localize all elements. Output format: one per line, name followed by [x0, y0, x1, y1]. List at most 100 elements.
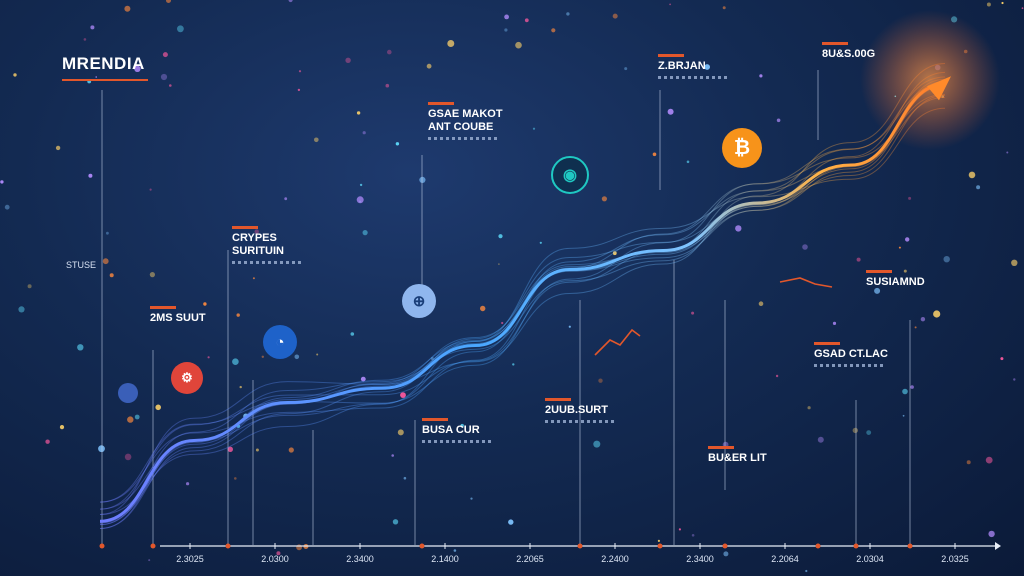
particle — [678, 528, 682, 531]
particle — [504, 28, 508, 32]
particle — [1013, 378, 1016, 381]
annotation-tag — [814, 342, 840, 345]
particle — [55, 145, 61, 151]
annotation-tag — [422, 418, 448, 421]
particle — [498, 263, 500, 265]
particle — [593, 440, 601, 448]
particle — [134, 414, 140, 420]
particle — [551, 28, 556, 33]
wave-strand — [99, 107, 946, 516]
particle — [817, 436, 824, 443]
axis-marker — [815, 543, 821, 549]
particle — [397, 429, 404, 436]
particle — [288, 0, 293, 3]
annotation-gsae: GSAE MAKOT ANT COUBE — [428, 102, 503, 140]
x-tick-label: 2.0304 — [856, 554, 884, 564]
axis-marker — [657, 543, 663, 549]
bitcoin-icon: ₿ — [722, 128, 762, 168]
x-tick-label: 2.3025 — [176, 554, 204, 564]
axis-marker — [99, 543, 105, 549]
particle — [95, 76, 97, 78]
wave-strand — [99, 85, 946, 530]
wave-strand — [99, 71, 946, 524]
particle — [83, 38, 87, 41]
particle — [400, 392, 406, 398]
x-tick-label: 2.0300 — [261, 554, 289, 564]
particle — [723, 551, 729, 557]
particle — [403, 476, 407, 480]
title-underline — [62, 79, 148, 81]
particle — [149, 272, 155, 278]
particle — [532, 127, 536, 130]
annotation-tag — [232, 226, 258, 229]
particle — [758, 301, 764, 307]
annotation-cryptes: CRYPES SURITUIN — [232, 226, 302, 264]
axis-marker — [907, 543, 913, 549]
annotation-tag — [822, 42, 848, 45]
particle — [512, 363, 515, 366]
x-tick-label: 2.2400 — [601, 554, 629, 564]
annotation-dots — [814, 364, 884, 367]
annotation-tag — [708, 446, 734, 449]
particle — [127, 416, 134, 423]
annotation-2ms: 2MS SUUT — [150, 306, 206, 325]
particle — [160, 73, 168, 81]
coin-icon: ⚙ — [171, 362, 203, 394]
particle — [426, 63, 432, 69]
annotation-busa: BUSA CUR — [422, 418, 492, 443]
particle — [1021, 7, 1024, 10]
particle — [612, 13, 618, 19]
x-tick-label: 2.3400 — [346, 554, 374, 564]
particle — [852, 427, 858, 434]
particle — [294, 354, 300, 360]
particle — [986, 2, 991, 7]
wave-strand — [99, 83, 946, 522]
arrow-up-right-icon — [927, 76, 951, 101]
particle — [296, 544, 302, 551]
annotation-tag — [428, 102, 454, 105]
particle — [207, 356, 210, 359]
axis-marker — [150, 543, 156, 549]
particle — [775, 374, 779, 378]
particle — [652, 152, 657, 157]
particle — [866, 430, 872, 435]
annotation-text: 2MS SUUT — [150, 312, 206, 324]
particle — [460, 423, 464, 428]
particle — [802, 244, 808, 250]
axis-marker — [225, 543, 231, 549]
particle — [149, 188, 152, 191]
particle — [667, 108, 674, 115]
particle — [856, 257, 861, 262]
particle — [480, 305, 486, 312]
annotation-gsad: GSAD CT.LAC — [814, 342, 888, 367]
particle — [186, 482, 190, 486]
particle — [920, 317, 926, 322]
particle — [722, 6, 726, 10]
particle — [395, 142, 400, 146]
particle — [515, 41, 522, 49]
particle — [624, 67, 628, 71]
annotation-tag — [150, 306, 176, 309]
chart-title: MRENDIA — [62, 54, 145, 73]
particle — [356, 196, 364, 204]
particle — [236, 313, 240, 317]
wave-strand — [99, 63, 946, 516]
particle — [1011, 259, 1018, 266]
particle — [968, 171, 976, 179]
particle — [1001, 1, 1004, 5]
annotation-8us: 8U&S.00G — [822, 42, 875, 61]
particle — [27, 284, 32, 289]
particle — [162, 52, 168, 58]
coin-icon: ◔ — [263, 325, 297, 359]
particle — [905, 237, 910, 242]
particle — [691, 311, 695, 315]
annotation-text: BU&ER LIT — [708, 452, 767, 464]
particle — [169, 84, 172, 87]
particle — [601, 196, 608, 202]
annotation-susiamnd: SUSIAMND — [866, 270, 925, 289]
particle — [501, 321, 504, 325]
particle — [314, 137, 319, 143]
particle — [362, 230, 368, 236]
x-tick-label: 2.1400 — [431, 554, 459, 564]
particle — [288, 447, 294, 453]
